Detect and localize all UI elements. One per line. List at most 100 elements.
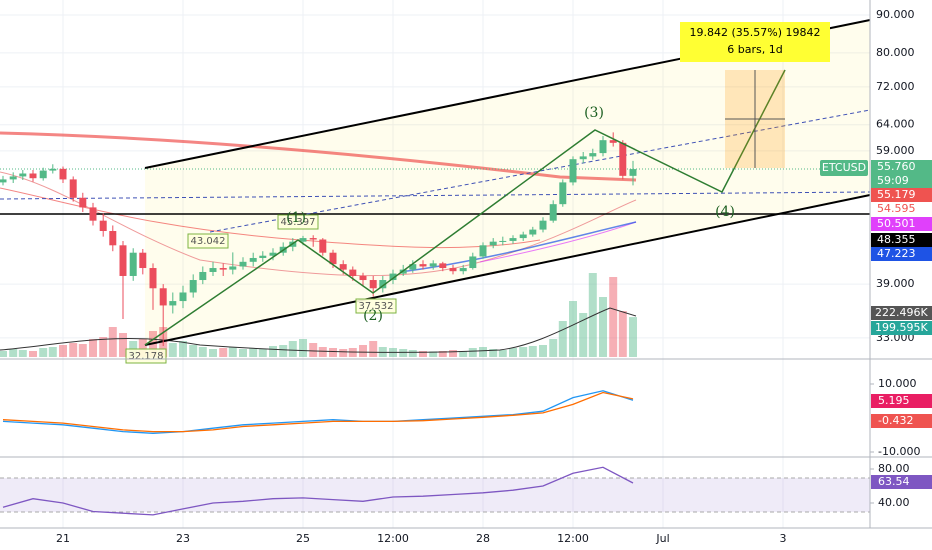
volume-bar (78, 344, 87, 357)
candle-body (89, 207, 97, 221)
candle-body (79, 197, 87, 208)
candle-body (19, 173, 27, 177)
candle-body (179, 292, 187, 302)
volume-bar (509, 348, 517, 357)
indicator-line (2, 391, 634, 433)
annotations: 43.042 45.397 37.532 32.178 (1) (2) (3) (4) 19.8… (125, 26, 821, 364)
candle-body (349, 269, 357, 276)
volume-bar (108, 327, 117, 357)
symbol-tag: ETCUSD (822, 161, 866, 174)
volume-bar (239, 349, 247, 357)
price-label: 55.760 (877, 160, 916, 173)
candle-body (579, 156, 587, 160)
extreme-label: 32.178 (129, 351, 164, 362)
volume-bar (89, 339, 97, 357)
candle-body (9, 176, 17, 180)
volume-bar (558, 321, 567, 357)
volume-bar (99, 337, 108, 357)
candle-body (309, 238, 317, 240)
candle-body (449, 268, 457, 272)
candle-body (379, 280, 387, 289)
volume-bar (228, 347, 237, 357)
volume-bar (369, 341, 378, 357)
grid (0, 0, 870, 528)
candle-body (549, 204, 557, 221)
volume-bar (519, 347, 528, 357)
wave-label: (4) (715, 204, 735, 220)
indicator-line (2, 390, 634, 434)
measure-box (680, 22, 830, 62)
channel-fill (145, 20, 870, 345)
candle-body (119, 245, 127, 276)
volume-bar (408, 350, 417, 357)
volume-label: 222.496K (875, 306, 928, 319)
volume-bar (599, 297, 607, 357)
candle-body (139, 252, 147, 269)
moving-average (479, 221, 637, 263)
volume-bar (588, 273, 597, 357)
volume-bar (459, 351, 468, 357)
volume-bar (359, 345, 367, 357)
volume-bar (18, 350, 27, 357)
symbol-tag-box (820, 160, 868, 176)
y-tick-label: 80.000 (876, 46, 915, 59)
volume-average (0, 307, 637, 353)
measure-text: 6 bars, 1d (727, 43, 782, 56)
indicator-panes (2, 383, 874, 516)
volume-bar (318, 347, 327, 357)
price-label: 48.355 (877, 233, 916, 246)
candle-body (499, 240, 507, 242)
extreme-label-box (355, 298, 397, 314)
wave-label: (1) (286, 210, 306, 226)
candle-body (69, 179, 77, 198)
volume-bar (288, 341, 297, 357)
volume-bar (549, 339, 558, 357)
x-tick-label: Jul (655, 532, 669, 545)
candle-body (409, 264, 417, 270)
volume-bar (209, 349, 217, 357)
candle-body (99, 220, 107, 232)
dashed-line (0, 191, 871, 200)
price-label: 54.595 (877, 202, 916, 215)
extreme-label-box (187, 233, 229, 249)
extreme-label: 45.397 (281, 217, 316, 228)
indicator-label-box (871, 475, 932, 489)
candle-body (419, 264, 427, 267)
indicator-label: -0.432 (878, 414, 913, 427)
volume-bar (219, 348, 228, 357)
volume-bar (258, 349, 267, 357)
indicator-label: 63.54 (878, 475, 910, 488)
volume-label-box (871, 321, 932, 335)
volume-bar (629, 317, 637, 357)
indicator-label-box (871, 414, 932, 428)
x-tick-label: 12:00 (557, 532, 589, 545)
x-tick-label: 28 (476, 532, 490, 545)
volume-bar (489, 349, 498, 357)
volume-bar (279, 345, 288, 357)
volume-bar (528, 346, 537, 357)
indicator-label-box (871, 394, 932, 408)
candle-body (49, 168, 57, 171)
candle-body (519, 234, 527, 239)
volume-bar (299, 339, 307, 357)
volume-bar (449, 350, 457, 357)
volume-bar (119, 333, 127, 357)
volume-bar (479, 347, 487, 357)
x-tick-label: 12:00 (377, 532, 409, 545)
price-label-box (871, 160, 932, 190)
y-tick-label: 90.000 (876, 8, 915, 21)
axes: 90.00080.00072.00064.00059.00039.00033.0… (56, 8, 932, 545)
y-tick-label: 72.000 (876, 80, 915, 93)
candle-body (629, 169, 637, 176)
volume-bar (168, 343, 177, 357)
candle-body (59, 168, 67, 180)
candle-body (39, 170, 47, 179)
volume-bar (468, 348, 477, 357)
candle-body (109, 231, 117, 246)
volume-bar (498, 350, 507, 357)
volume-bar (429, 351, 438, 357)
price-label: 47.223 (877, 247, 916, 260)
price-label-box (871, 188, 932, 202)
x-tick-label: 21 (56, 532, 70, 545)
